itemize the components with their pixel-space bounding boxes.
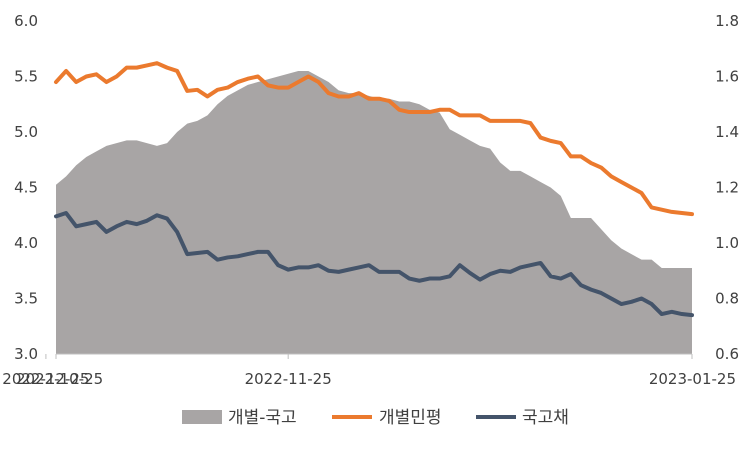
y-right-tick-label: 1.0	[715, 234, 739, 252]
y-right-tick-label: 0.8	[715, 290, 739, 308]
legend-label-area: 개별-국고	[228, 408, 297, 428]
y-right-tick-label: 1.4	[715, 123, 739, 141]
x-tick-label: 2022-11-25	[245, 370, 332, 388]
legend-label-navy-line: 국고채	[522, 408, 569, 428]
y-left-tick-label: 5.5	[14, 68, 38, 86]
line-series-2	[54, 211, 694, 318]
legend: 개별-국고 개별민평 국고채	[182, 408, 569, 428]
y-left-tick-label: 3.0	[14, 345, 38, 363]
y-right-tick-label: 1.2	[715, 179, 739, 197]
y-left-tick-label: 5.0	[14, 123, 38, 141]
y-left-tick-label: 6.0	[14, 12, 38, 30]
area-series-0	[56, 70, 692, 354]
y-right-tick-label: 1.8	[715, 12, 739, 30]
y-left-tick-label: 3.5	[14, 290, 38, 308]
y-right-tick-label: 1.6	[715, 68, 739, 86]
y-left-tick-label: 4.5	[14, 179, 38, 197]
y-right-tick-label: 0.6	[715, 345, 739, 363]
legend-label-orange-line: 개별민평	[379, 408, 442, 428]
x-tick-label: 2023-01-25	[649, 370, 736, 388]
x-axis: 2022-10-25 2022-11-25 2022-12-25 2023-01-25	[2, 353, 736, 388]
y-axis-left: 3.0 3.5 4.0 4.5 5.0 5.5 6.0	[14, 12, 38, 363]
area-series-layer	[56, 70, 692, 354]
line-series-layer	[54, 61, 694, 318]
y-axis-right: 0.6 0.8 1.0 1.2 1.4 1.6 1.8	[715, 12, 739, 363]
x-tick-label: 2022-10-25	[16, 370, 103, 388]
x-tick-label: 2022-12-25	[2, 370, 89, 388]
line-series-1	[54, 61, 694, 217]
y-left-tick-label: 4.0	[14, 234, 38, 252]
legend-swatch-area	[182, 410, 222, 424]
